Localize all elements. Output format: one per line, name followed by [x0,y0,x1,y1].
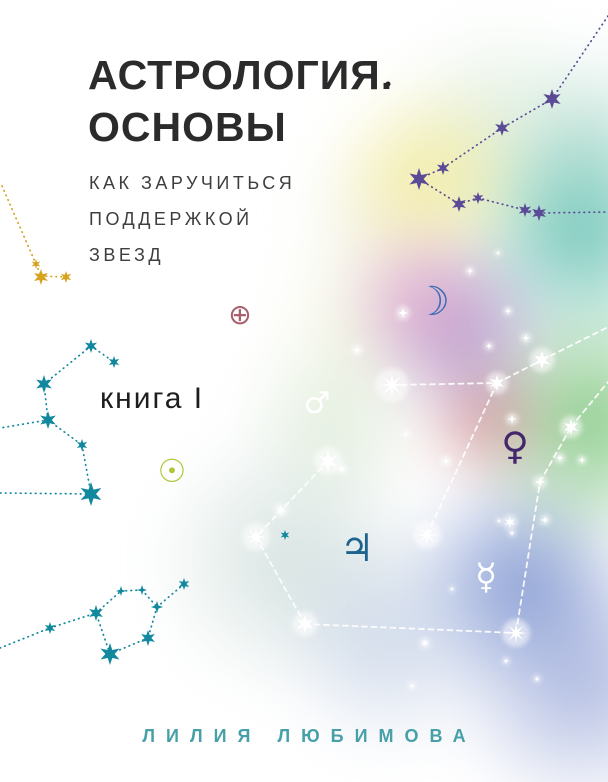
purple-constellation-line [538,211,608,214]
white-constellation-star-icon [534,351,550,369]
teal-dipper-constellation-star-icon [76,439,88,451]
teal-polygon-constellation-star-icon [116,586,126,596]
white-constellation-star-icon [490,375,504,391]
purple-constellation-line [477,197,526,211]
teal-dipper-constellation-line [43,345,92,385]
white-constellation-star-icon [319,451,337,471]
purple-constellation-line [418,178,460,205]
white-constellation-star-icon [246,527,266,547]
teal-dipper-constellation-star-icon [84,339,98,353]
venus-symbol-icon: ♀ [501,424,529,468]
scatter-star-icon [353,346,361,354]
scatter-star-icon [442,457,450,465]
scatter-star-icon [505,516,515,528]
scatter-star-icon [504,307,512,315]
purple-constellation-star-icon [452,196,466,212]
white-constellation-star-icon [506,623,526,643]
scatter-star-icon [556,454,564,462]
teal-polygon-constellation-star-icon [151,601,163,613]
white-constellation-star-icon [297,615,313,633]
purple-constellation-star-icon [436,161,450,175]
scatter-star-icon [507,414,517,424]
teal-dipper-constellation-line [47,419,83,446]
scatter-star-icon [280,530,290,540]
teal-dipper-constellation-star-icon [36,375,52,393]
purple-constellation-line [458,197,479,205]
teal-polygon-constellation-star-icon [137,585,147,595]
purple-constellation-line [442,127,503,169]
teal-dipper-constellation-star-icon [40,411,56,429]
mercury-symbol-icon: ☿ [474,557,498,598]
gold-constellation-line [1,185,37,265]
gold-constellation-star-icon [60,271,72,283]
teal-polygon-constellation-line [95,612,111,655]
gold-constellation-star-icon [34,269,48,285]
scatter-star-icon [495,250,501,256]
scatter-star-icon [409,683,415,689]
scatter-star-icon [466,267,474,275]
purple-constellation-star-icon [543,89,561,109]
white-constellation-star-icon [535,477,545,487]
teal-dipper-constellation-line [81,444,92,495]
teal-polygon-constellation-line [95,590,122,614]
white-constellation-line [391,382,498,386]
scatter-star-icon [541,516,549,524]
teal-polygon-constellation-star-icon [100,643,120,665]
teal-polygon-constellation-star-icon [178,578,190,590]
white-constellation-star-icon [417,525,437,545]
purple-constellation-star-icon [409,168,429,190]
white-constellation-line [426,382,498,536]
scatter-star-icon [338,465,346,473]
teal-dipper-constellation-line [0,492,92,495]
white-constellation-star-icon [276,505,286,515]
teal-dipper-constellation-star-icon [108,356,120,368]
white-constellation-line [304,623,517,634]
teal-polygon-constellation-line [156,583,185,608]
purple-constellation-star-icon [495,120,509,136]
teal-dipper-constellation-star-icon [80,482,102,506]
scatter-star-icon [503,658,509,664]
white-constellation-line [255,460,329,538]
teal-polygon-constellation-line [147,606,158,639]
teal-polygon-constellation-star-icon [141,630,155,646]
scatter-star-icon [534,676,540,682]
gold-constellation-line [40,275,67,278]
purple-constellation-star-icon [518,203,532,217]
teal-polygon-constellation-line [49,612,97,629]
purple-constellation-line [551,15,608,100]
scatter-star-icon [403,431,409,437]
teal-dipper-constellation-line [0,419,49,429]
teal-polygon-constellation-star-icon [44,622,56,634]
scatter-star-icon [449,586,455,592]
gold-constellation-star-icon [31,259,41,269]
teal-polygon-constellation-line [141,589,158,608]
teal-polygon-constellation-star-icon [89,605,103,621]
sun-symbol-icon: ☉ [157,452,187,490]
teal-polygon-constellation-line [0,627,51,649]
scatter-star-icon [485,342,493,350]
purple-constellation-star-icon [532,205,546,221]
white-constellation-line [515,481,541,634]
mars-symbol-icon: ♂ [303,386,331,421]
white-constellation-star-icon [564,419,578,435]
white-constellation-line [255,536,306,625]
white-constellation-star-icon [421,639,429,647]
scatter-star-icon [509,530,515,536]
scatter-star-icon [398,308,408,318]
white-constellation-star-icon [380,373,404,397]
earth-symbol-icon: ⊕ [228,298,252,331]
teal-polygon-constellation-line [120,589,143,592]
scatter-star-icon [522,334,530,342]
dot-star-icon [385,81,391,87]
scatter-star-icon [578,456,586,464]
moon-symbol-icon: ☽ [414,279,450,325]
scatter-star-icon [496,518,502,524]
purple-constellation-star-icon [472,192,484,204]
jupiter-symbol-icon: ♃ [339,526,375,570]
